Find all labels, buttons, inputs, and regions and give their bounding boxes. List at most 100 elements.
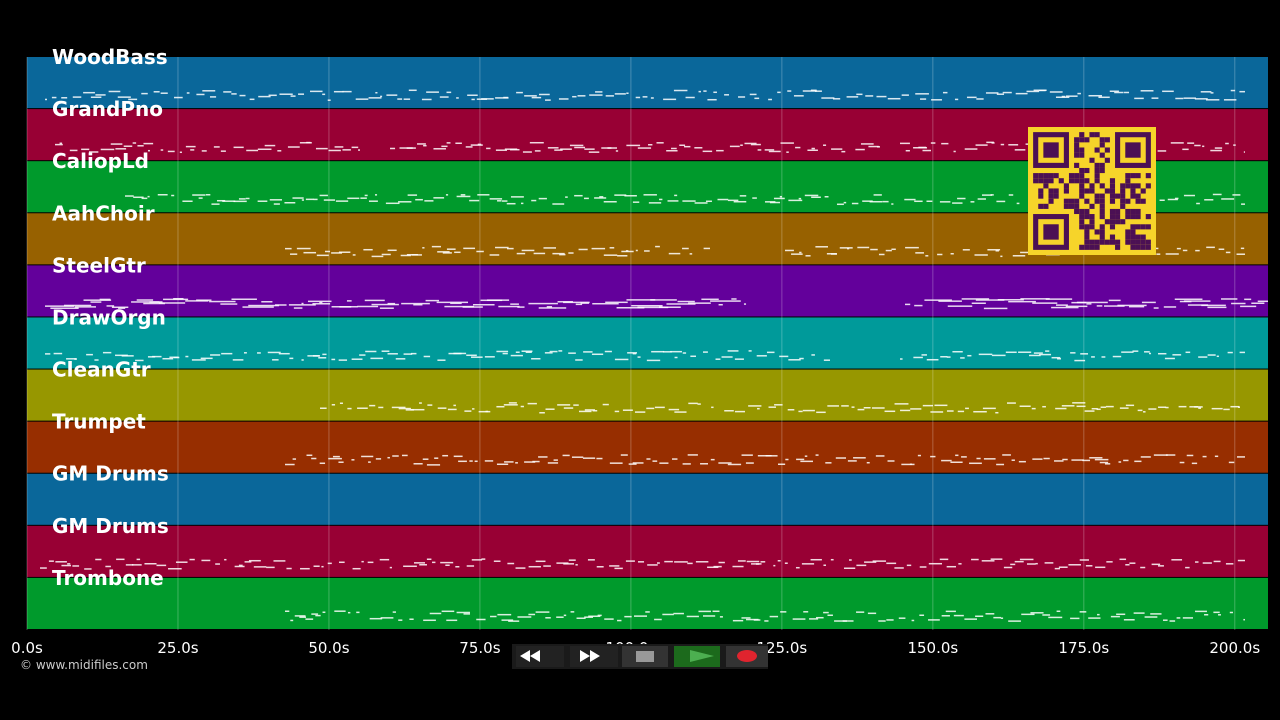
- note: [801, 563, 815, 565]
- note: [592, 302, 619, 305]
- note: [547, 462, 559, 464]
- note: [955, 454, 959, 457]
- note: [534, 150, 541, 152]
- note: [1019, 405, 1031, 408]
- note: [410, 408, 425, 411]
- note: [1082, 459, 1091, 462]
- track-name: DrawOrgn: [52, 305, 166, 329]
- note: [186, 92, 190, 94]
- note: [974, 254, 988, 256]
- note: [1016, 202, 1020, 205]
- note: [755, 563, 760, 565]
- note: [773, 197, 785, 200]
- qr-cell: [1130, 183, 1136, 189]
- note: [1015, 92, 1028, 95]
- note: [1065, 95, 1078, 97]
- note: [604, 618, 614, 620]
- note: [865, 95, 874, 97]
- qr-cell: [1079, 188, 1085, 194]
- note: [222, 200, 236, 202]
- note: [886, 619, 894, 621]
- note: [969, 462, 982, 465]
- note: [1214, 455, 1219, 458]
- note: [1186, 454, 1194, 457]
- note: [486, 147, 491, 150]
- note: [905, 303, 911, 306]
- note: [456, 97, 459, 99]
- note: [734, 358, 744, 360]
- note: [816, 411, 826, 414]
- record-button[interactable]: [726, 646, 768, 667]
- note: [143, 302, 165, 305]
- note: [769, 201, 781, 204]
- note: [825, 462, 832, 464]
- qr-cell: [1084, 239, 1090, 245]
- qr-cell: [1135, 214, 1141, 220]
- note: [748, 405, 762, 407]
- note: [659, 462, 669, 464]
- stop-button[interactable]: [622, 646, 668, 667]
- note: [339, 306, 352, 308]
- note: [866, 461, 870, 464]
- note: [51, 96, 57, 99]
- qr-cell: [1079, 208, 1085, 215]
- qr-cell: [1094, 162, 1100, 168]
- note: [796, 458, 805, 461]
- note: [403, 353, 413, 355]
- note: [306, 454, 313, 457]
- note: [1039, 353, 1052, 356]
- note: [993, 616, 1002, 619]
- note: [549, 350, 558, 353]
- note: [891, 248, 896, 251]
- note: [387, 353, 398, 355]
- note: [543, 247, 557, 249]
- note: [545, 617, 551, 619]
- note: [357, 305, 379, 308]
- note: [811, 354, 815, 356]
- tick-label: 125.0s: [756, 639, 807, 657]
- rewind-button[interactable]: [516, 646, 564, 667]
- note: [392, 611, 397, 613]
- qr-cell: [1068, 178, 1075, 184]
- note: [198, 197, 203, 199]
- note: [632, 462, 644, 464]
- play-button[interactable]: [674, 646, 720, 667]
- note: [941, 459, 952, 462]
- qr-cell: [1038, 193, 1044, 199]
- note: [196, 299, 212, 301]
- note: [558, 98, 569, 100]
- note: [504, 461, 514, 463]
- note: [257, 200, 268, 202]
- note: [765, 455, 778, 457]
- note: [506, 202, 516, 205]
- note: [1042, 405, 1046, 408]
- note: [914, 200, 923, 203]
- qr-cell: [1125, 234, 1131, 240]
- note: [423, 355, 431, 358]
- qr-cell: [1115, 208, 1121, 215]
- note: [1089, 457, 1103, 459]
- note: [683, 145, 691, 148]
- note: [476, 250, 484, 253]
- qr-cell: [1063, 188, 1069, 194]
- note: [89, 151, 99, 153]
- forward-button[interactable]: [570, 646, 618, 667]
- tick-label: 200.0s: [1209, 639, 1260, 657]
- note: [426, 91, 439, 93]
- note: [572, 95, 577, 98]
- note: [1032, 302, 1058, 304]
- note: [318, 357, 327, 359]
- note: [1162, 619, 1168, 621]
- note: [1121, 351, 1134, 353]
- note: [358, 149, 360, 151]
- note: [319, 462, 326, 465]
- qr-cell: [1109, 234, 1116, 240]
- note: [301, 359, 304, 361]
- note: [209, 96, 217, 98]
- note: [821, 97, 835, 99]
- note: [1206, 246, 1215, 249]
- note: [338, 251, 351, 253]
- qr-finder: [1125, 142, 1141, 158]
- note: [811, 196, 821, 198]
- note: [560, 148, 572, 150]
